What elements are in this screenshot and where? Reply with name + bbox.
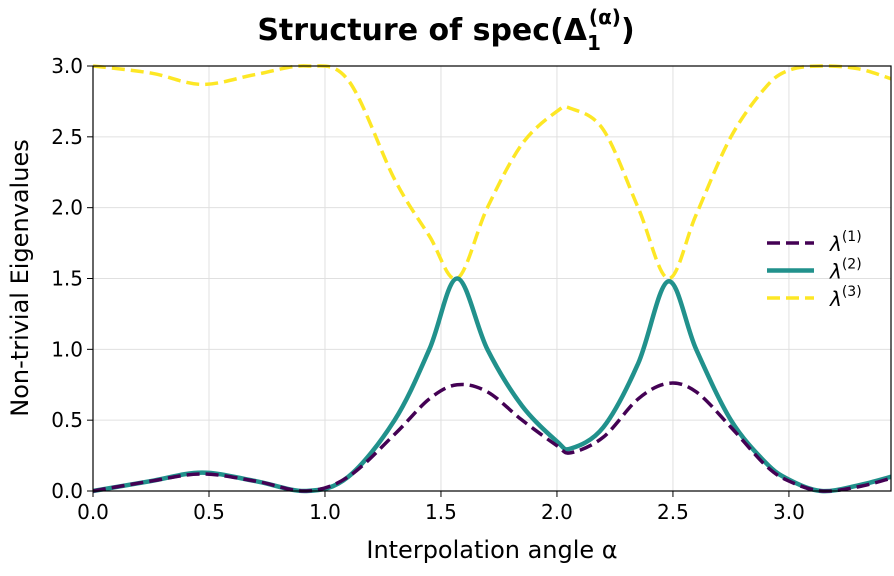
grid xyxy=(92,65,891,492)
y-tick-label: 2.0 xyxy=(51,196,83,220)
chart-title: Structure of spec(Δ1(α)) xyxy=(257,5,634,55)
x-axis-label: Interpolation angle α xyxy=(366,536,617,564)
x-tick-label: 0.0 xyxy=(77,500,109,524)
ticks: 0.0 0.5 1.0 1.5 2.0 2.5 3.0 0.0 0.5 1.0 1.5 2.0 2.5 3… xyxy=(51,54,805,524)
legend: λ(1)λ(2)λ(3) xyxy=(767,229,862,311)
legend-label: λ(2) xyxy=(829,257,862,284)
x-tick-label: 0.5 xyxy=(193,500,225,524)
series-line-2 xyxy=(92,276,892,494)
x-tick-label: 3.0 xyxy=(773,500,805,524)
x-tick-label: 1.0 xyxy=(309,500,341,524)
y-tick-label: 1.0 xyxy=(51,337,83,361)
series-line-3 xyxy=(92,64,892,281)
x-tick-label: 2.0 xyxy=(541,500,573,524)
x-tick-label: 1.5 xyxy=(425,500,457,524)
y-axis-label: Non-trivial Eigenvalues xyxy=(6,139,34,416)
legend-label: λ(1) xyxy=(829,229,862,256)
y-tick-label: 1.5 xyxy=(51,267,83,291)
x-tick-label: 2.5 xyxy=(657,500,689,524)
legend-label: λ(3) xyxy=(829,284,862,311)
y-tick-label: 3.0 xyxy=(51,54,83,78)
y-tick-label: 0.5 xyxy=(51,408,83,432)
y-tick-label: 2.5 xyxy=(51,125,83,149)
series-line-1 xyxy=(92,381,892,493)
y-tick-label: 0.0 xyxy=(51,479,83,503)
